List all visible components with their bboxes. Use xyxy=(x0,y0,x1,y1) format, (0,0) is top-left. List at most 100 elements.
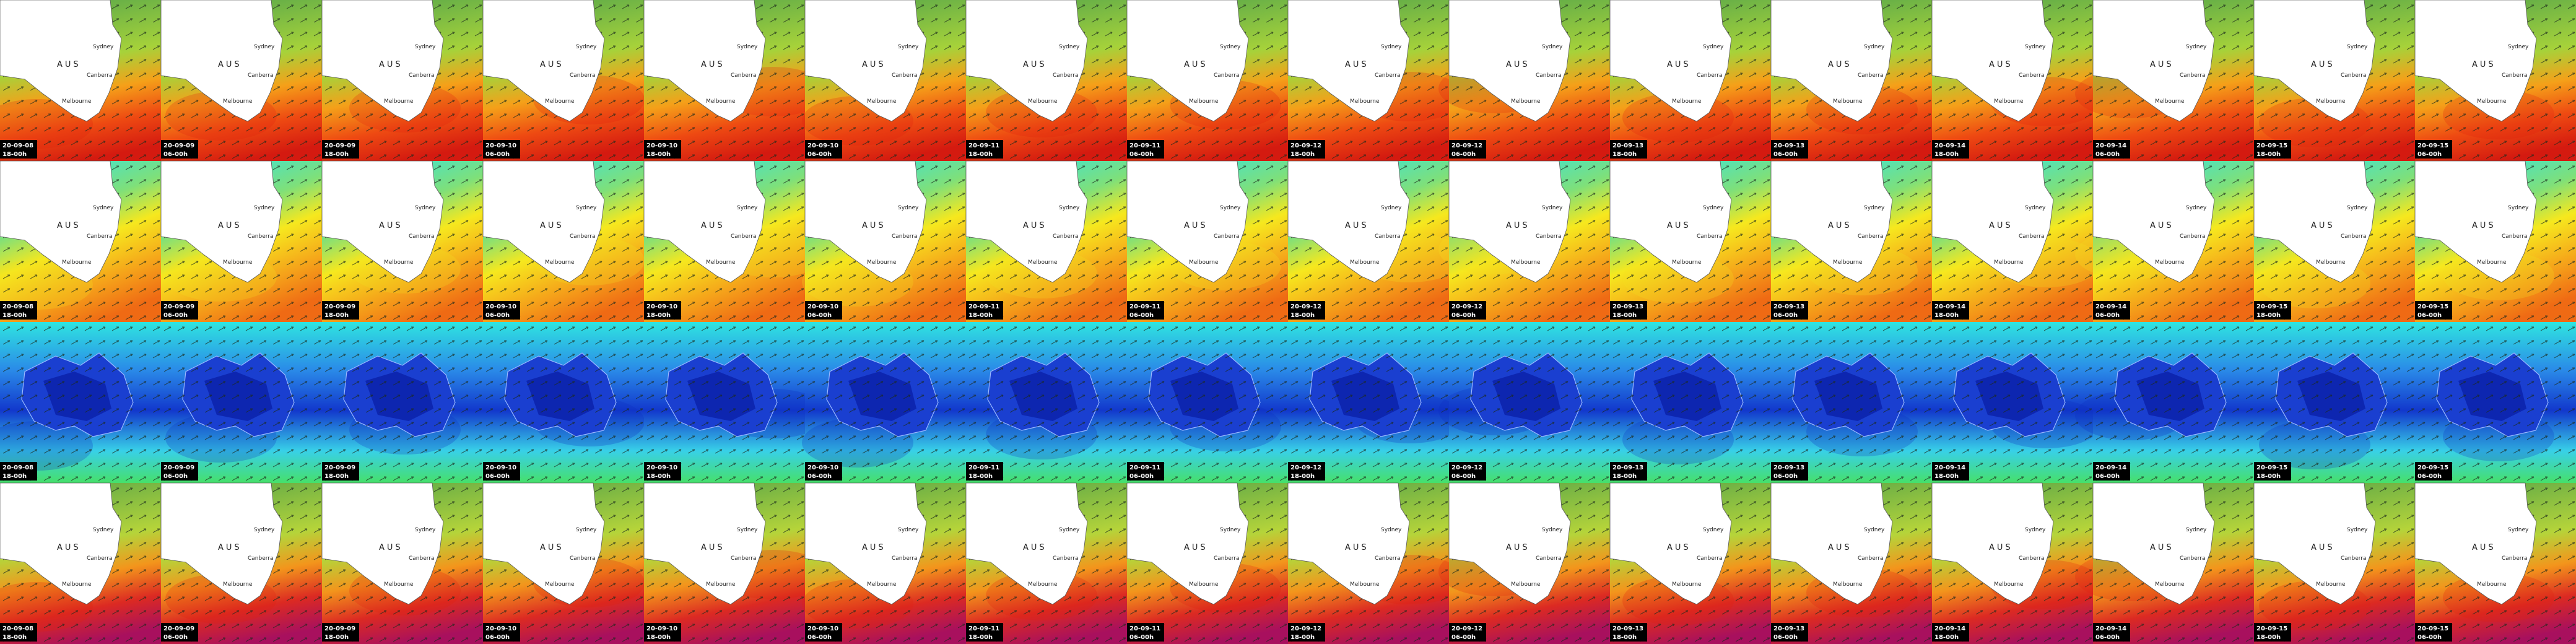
city-label: Melbourne xyxy=(1672,581,1702,588)
city-label: Canberra xyxy=(1053,233,1079,240)
timestamp-time: 18-00h xyxy=(1612,151,1637,158)
timestamp-time: 18-00h xyxy=(324,312,349,319)
timestamp-date: 20-09-10 xyxy=(807,303,838,310)
city-label: Canberra xyxy=(892,72,918,79)
timestamp-time: 18-00h xyxy=(1612,473,1637,480)
country-label: AUS xyxy=(57,543,81,552)
country-label: AUS xyxy=(1345,60,1369,69)
timestamp-time: 06-00h xyxy=(1773,151,1798,158)
timestamp-box xyxy=(2093,623,2130,642)
map-tile: 20-09-11 06-00h xyxy=(1127,322,1288,483)
map-tile: AUS Sydney Canberra Melbourne 20-09-10 06-00h xyxy=(802,482,966,644)
wind-arrows xyxy=(1127,322,1288,483)
timestamp-box xyxy=(2093,462,2130,481)
land xyxy=(1126,0,1249,122)
timestamp-date: 20-09-08 xyxy=(2,625,33,632)
country-label: AUS xyxy=(2150,543,2174,552)
city-label: Canberra xyxy=(570,233,596,240)
map-tile: AUS Sydney Canberra Melbourne 20-09-12 06-00h xyxy=(1438,160,1610,322)
timestamp-box xyxy=(1288,301,1325,320)
wind-arrows xyxy=(1288,322,1449,483)
timestamp-time: 18-00h xyxy=(646,634,671,641)
wind-arrows xyxy=(0,322,161,483)
city-label: Sydney xyxy=(1059,44,1080,50)
timestamp-time: 18-00h xyxy=(1290,473,1315,480)
timestamp-date: 20-09-12 xyxy=(1451,303,1482,310)
land xyxy=(643,0,766,122)
land xyxy=(804,482,927,605)
city-label: Melbourne xyxy=(2477,98,2507,105)
timestamp-date: 20-09-09 xyxy=(324,303,355,310)
timestamp-box xyxy=(2415,462,2452,481)
map-tile: AUS Sydney Canberra Melbourne 20-09-12 06-00h xyxy=(1438,482,1610,644)
land xyxy=(321,160,444,283)
map-tile: 20-09-12 06-00h xyxy=(1438,322,1610,483)
map-tile: AUS Sydney Canberra Melbourne 20-09-09 18-00h xyxy=(321,0,483,161)
timestamp-time: 06-00h xyxy=(2417,473,2442,480)
timestamp-time: 06-00h xyxy=(1451,151,1476,158)
timestamp-box xyxy=(1771,140,1808,159)
timestamp-box xyxy=(483,140,520,159)
map-tile: AUS Sydney Canberra Melbourne 20-09-15 06-00h xyxy=(2414,0,2576,161)
city-label: Sydney xyxy=(254,44,275,50)
land xyxy=(804,160,927,283)
map-tile: AUS Sydney Canberra Melbourne 20-09-11 18-00h xyxy=(965,0,1127,161)
wind-arrows xyxy=(966,322,1127,483)
timestamp-date: 20-09-14 xyxy=(1934,464,1965,471)
map-tile: AUS Sydney Canberra Melbourne 20-09-08 18-00h xyxy=(0,0,161,161)
timestamp-time: 06-00h xyxy=(2095,312,2120,319)
timestamp-time: 06-00h xyxy=(2417,634,2442,641)
map-tile: AUS Sydney Canberra Melbourne 20-09-12 06-00h xyxy=(1438,0,1610,161)
timestamp-date: 20-09-15 xyxy=(2417,142,2448,149)
wind-arrows xyxy=(322,322,483,483)
city-label: Melbourne xyxy=(2316,98,2346,105)
map-tile: AUS Sydney Canberra Melbourne 20-09-09 06-00h xyxy=(160,160,322,322)
timestamp-date: 20-09-13 xyxy=(1612,464,1643,471)
wind-arrows xyxy=(2093,322,2254,483)
timestamp-box xyxy=(483,301,520,320)
city-label: Canberra xyxy=(2180,555,2206,562)
country-label: AUS xyxy=(701,221,725,230)
country-label: AUS xyxy=(1184,60,1208,69)
country-label: AUS xyxy=(2311,221,2335,230)
timestamp-date: 20-09-11 xyxy=(968,464,999,471)
timestamp-date: 20-09-15 xyxy=(2256,142,2287,149)
timestamp-date: 20-09-15 xyxy=(2256,464,2287,471)
timestamp-date: 20-09-13 xyxy=(1773,464,1804,471)
timestamp-box xyxy=(966,301,1003,320)
city-label: Canberra xyxy=(731,555,757,562)
city-label: Sydney xyxy=(2025,527,2046,533)
land xyxy=(965,160,1088,283)
city-label: Canberra xyxy=(1858,72,1884,79)
map-tile: 20-09-13 06-00h xyxy=(1771,322,1932,483)
timestamp-box xyxy=(1288,140,1325,159)
city-label: Sydney xyxy=(1220,44,1241,50)
map-tile: AUS Sydney Canberra Melbourne 20-09-08 18-00h xyxy=(0,160,161,322)
city-label: Melbourne xyxy=(706,98,736,105)
city-label: Melbourne xyxy=(867,581,897,588)
country-label: AUS xyxy=(379,543,403,552)
city-label: Canberra xyxy=(2502,233,2528,240)
map-tile: AUS Sydney Canberra Melbourne 20-09-11 06-00h xyxy=(1126,482,1288,644)
timestamp-time: 18-00h xyxy=(1934,151,1959,158)
timestamp-time: 18-00h xyxy=(2,151,27,158)
city-label: Sydney xyxy=(737,205,758,211)
map-tile: 20-09-10 06-00h xyxy=(483,322,645,483)
land xyxy=(1609,482,1732,605)
wind-arrows xyxy=(644,322,805,483)
timestamp-box xyxy=(966,462,1003,481)
timestamp-box xyxy=(0,623,37,642)
timestamp-date: 20-09-10 xyxy=(807,142,838,149)
land xyxy=(2092,482,2215,605)
city-label: Canberra xyxy=(2502,555,2528,562)
city-label: Canberra xyxy=(1536,233,1562,240)
city-label: Canberra xyxy=(1214,72,1240,79)
city-label: Canberra xyxy=(1375,233,1401,240)
country-label: AUS xyxy=(1989,543,2013,552)
map-tile: AUS Sydney Canberra Melbourne 20-09-14 06-00h xyxy=(2075,0,2254,161)
land xyxy=(643,482,766,605)
timestamp-time: 18-00h xyxy=(324,151,349,158)
map-tile: AUS Sydney Canberra Melbourne 20-09-10 06-00h xyxy=(802,160,966,322)
map-tile: AUS Sydney Canberra Melbourne 20-09-13 18-00h xyxy=(1609,160,1771,322)
city-label: Sydney xyxy=(1703,205,1724,211)
